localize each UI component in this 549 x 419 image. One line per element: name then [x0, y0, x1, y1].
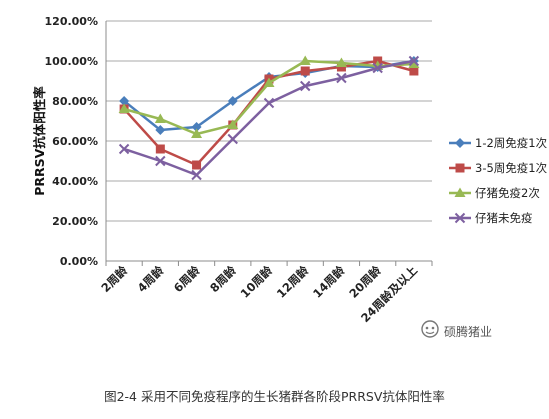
data-point-series-2 [409, 66, 419, 76]
data-point-series-3 [263, 77, 275, 87]
x-tick-label: 8周龄 [207, 263, 239, 295]
y-tick-label: 40.00% [52, 175, 98, 188]
data-point-series-1 [191, 122, 202, 132]
x-tick-label: 12周龄 [274, 263, 312, 301]
data-point-series-3 [227, 119, 239, 129]
data-point-series-4 [263, 97, 275, 109]
data-point-series-3 [191, 128, 203, 138]
legend-label: 仔猪未免疫 [475, 211, 533, 225]
x-tick-label: 10周龄 [238, 263, 276, 301]
data-point-series-2 [300, 66, 310, 76]
y-tick-label: 120.00% [45, 15, 98, 28]
data-point-series-1 [119, 96, 130, 106]
y-tick-label: 60.00% [52, 135, 98, 148]
y-tick-label: 100.00% [45, 55, 98, 68]
data-point-series-3 [118, 103, 130, 113]
line-chart: 0.00% 20.00% 40.00% 60.00% 80.00% 100.00% 120.… [32, 15, 548, 325]
series-line-3 [123, 59, 414, 136]
legend-marker [454, 187, 466, 197]
x-tick-label: 4周龄 [135, 263, 167, 295]
series-line-1 [123, 59, 415, 132]
y-tick-label: 0.00% [60, 255, 98, 268]
data-point-series-4 [336, 72, 347, 84]
data-point-series-1 [227, 96, 238, 106]
legend-marker [455, 163, 465, 173]
legend-label: 仔猪免疫2次 [475, 186, 540, 200]
chart-frame: 0.00% 20.00% 40.00% 60.00% 80.00% 100.00% 120.… [32, 15, 548, 325]
watermark-logo-icon [421, 320, 439, 338]
data-point-series-4 [300, 80, 311, 92]
data-point-series-3 [154, 113, 166, 123]
data-point-series-4 [118, 143, 130, 155]
data-point-series-3 [335, 57, 347, 67]
data-point-series-4 [227, 133, 238, 145]
data-point-series-4 [155, 155, 166, 167]
legend-marker [454, 212, 466, 224]
data-point-series-3 [408, 58, 420, 68]
x-tick-label: 6周龄 [171, 263, 203, 295]
data-point-series-3 [299, 55, 311, 65]
x-tick-label: 2周龄 [98, 263, 130, 295]
data-point-series-4 [372, 62, 383, 74]
data-point-series-2 [155, 144, 165, 154]
watermark-text: 硕腾猪业 [444, 325, 493, 339]
figure-caption: 图2-4 采用不同免疫程序的生长猪群各阶段PRRSV抗体阳性率 [104, 389, 445, 404]
data-point-series-2 [192, 160, 202, 170]
data-point-series-1 [155, 125, 166, 135]
legend-label: 1-2周免疫1次 [475, 136, 548, 150]
x-tick-label: 14周龄 [310, 263, 348, 301]
y-tick-label: 80.00% [52, 95, 98, 108]
data-point-series-4 [408, 55, 420, 67]
y-axis-title: PRRSV抗体阳性率 [32, 86, 47, 196]
legend-marker [455, 138, 465, 148]
y-tick-label: 20.00% [52, 215, 98, 228]
legend-label: 3-5周免疫1次 [475, 161, 548, 175]
data-point-series-4 [191, 169, 202, 181]
